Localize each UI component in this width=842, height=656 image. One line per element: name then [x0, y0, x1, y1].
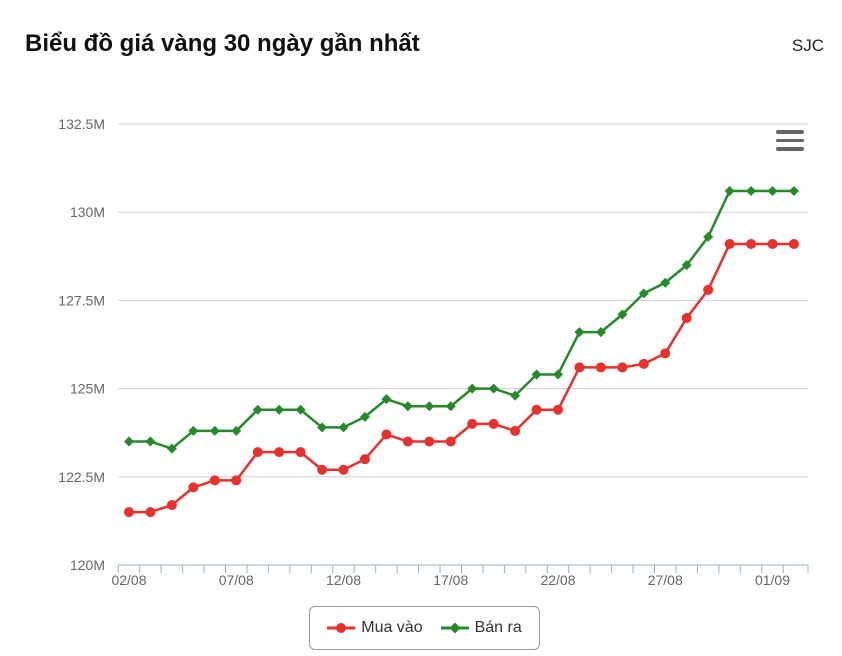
data-point-buy	[231, 475, 242, 486]
data-point-buy	[252, 447, 263, 458]
data-point-buy	[788, 238, 799, 249]
legend-label-buy: Mua vào	[361, 619, 423, 636]
chart-legend: Mua vào Bán ra	[309, 606, 540, 650]
data-point-sell	[767, 186, 778, 197]
legend-item-buy[interactable]: Mua vào	[327, 619, 423, 637]
data-point-buy	[317, 464, 328, 475]
series-line-buy	[129, 242, 794, 514]
data-point-sell	[145, 436, 156, 447]
legend-item-sell[interactable]: Bán ra	[440, 619, 522, 637]
data-point-sell	[510, 390, 521, 401]
data-point-sell	[531, 369, 542, 380]
y-tick-label: 132.5M	[58, 116, 105, 132]
data-point-buy	[617, 362, 628, 373]
data-point-buy	[188, 482, 199, 493]
chart-title: Biểu đồ giá vàng 30 ngày gần nhất	[25, 30, 420, 57]
hamburger-menu-icon[interactable]	[776, 130, 804, 154]
x-axis: 02/08 07/08 12/08 17/08 22/08 27/08 01/09	[111, 564, 809, 588]
data-point-sell	[402, 401, 413, 412]
data-point-sell	[231, 425, 242, 436]
y-tick-label: 122.5M	[58, 469, 105, 485]
data-point-sell	[209, 425, 220, 436]
series-lines	[124, 186, 799, 518]
y-tick-label: 130M	[70, 204, 105, 220]
data-point-buy	[166, 500, 177, 511]
data-point-sell	[338, 422, 349, 433]
data-point-buy	[681, 313, 692, 324]
data-point-buy	[660, 348, 671, 359]
data-point-sell	[295, 404, 306, 415]
legend-label-sell: Bán ra	[474, 619, 522, 636]
x-tick-label: 22/08	[540, 572, 575, 588]
data-point-sell	[124, 436, 134, 447]
data-point-sell	[703, 231, 714, 242]
data-point-sell	[274, 404, 285, 415]
data-point-sell	[660, 277, 671, 288]
data-point-buy	[124, 507, 134, 518]
data-point-buy	[595, 362, 606, 373]
data-point-sell	[424, 401, 435, 412]
data-point-buy	[746, 238, 757, 249]
data-point-sell	[488, 383, 499, 394]
data-point-buy	[531, 404, 542, 415]
data-point-buy	[274, 447, 285, 458]
legend-sell-diamond-icon	[440, 622, 469, 634]
x-tick-label: 01/09	[755, 572, 790, 588]
x-tick-label: 02/08	[111, 572, 146, 588]
data-point-sell	[595, 327, 606, 338]
data-point-sell	[638, 288, 649, 299]
legend-buy-circle-icon	[327, 623, 356, 633]
data-point-sell	[252, 404, 263, 415]
data-point-sell	[553, 369, 563, 380]
data-point-sell	[188, 425, 199, 436]
data-point-sell	[467, 383, 478, 394]
y-axis-tick-labels: 120M 122.5M 125M 127.5M 130M 132.5M	[58, 116, 105, 573]
data-point-buy	[467, 418, 478, 429]
data-point-sell	[746, 186, 757, 197]
x-tick-label: 27/08	[648, 572, 683, 588]
grid-lines	[118, 123, 808, 478]
series-line-sell	[129, 189, 794, 450]
y-tick-label: 127.5M	[58, 292, 105, 308]
x-tick-label: 12/08	[326, 572, 361, 588]
data-point-buy	[445, 436, 456, 447]
data-point-buy	[638, 358, 649, 369]
y-tick-label: 125M	[70, 381, 105, 397]
x-tick-label: 17/08	[433, 572, 468, 588]
data-point-buy	[574, 362, 585, 373]
data-point-buy	[209, 475, 220, 486]
data-point-sell	[166, 443, 177, 454]
y-tick-label: 120M	[70, 557, 105, 573]
data-point-sell	[617, 309, 628, 320]
data-point-buy	[424, 436, 435, 447]
data-point-buy	[767, 238, 778, 249]
data-point-buy	[553, 404, 563, 415]
data-point-sell	[788, 186, 799, 197]
data-point-buy	[381, 429, 392, 440]
data-point-buy	[295, 447, 306, 458]
data-point-buy	[402, 436, 413, 447]
data-point-sell	[574, 327, 585, 338]
x-tick-label: 07/08	[219, 572, 254, 588]
data-point-buy	[703, 284, 714, 295]
data-point-sell	[359, 411, 370, 422]
data-point-buy	[359, 454, 370, 465]
data-point-sell	[317, 422, 328, 433]
chart-source-label: SJC	[791, 36, 824, 55]
line-chart: 120M 122.5M 125M 127.5M 130M 132.5M 02/08 07/0…	[58, 116, 809, 588]
data-point-buy	[488, 418, 499, 429]
data-point-buy	[145, 507, 156, 518]
data-point-sell	[381, 394, 392, 405]
data-point-buy	[338, 464, 349, 475]
data-point-buy	[724, 238, 735, 249]
data-point-buy	[510, 425, 521, 436]
data-point-sell	[681, 260, 692, 271]
data-point-sell	[724, 186, 735, 197]
data-point-sell	[445, 401, 456, 412]
